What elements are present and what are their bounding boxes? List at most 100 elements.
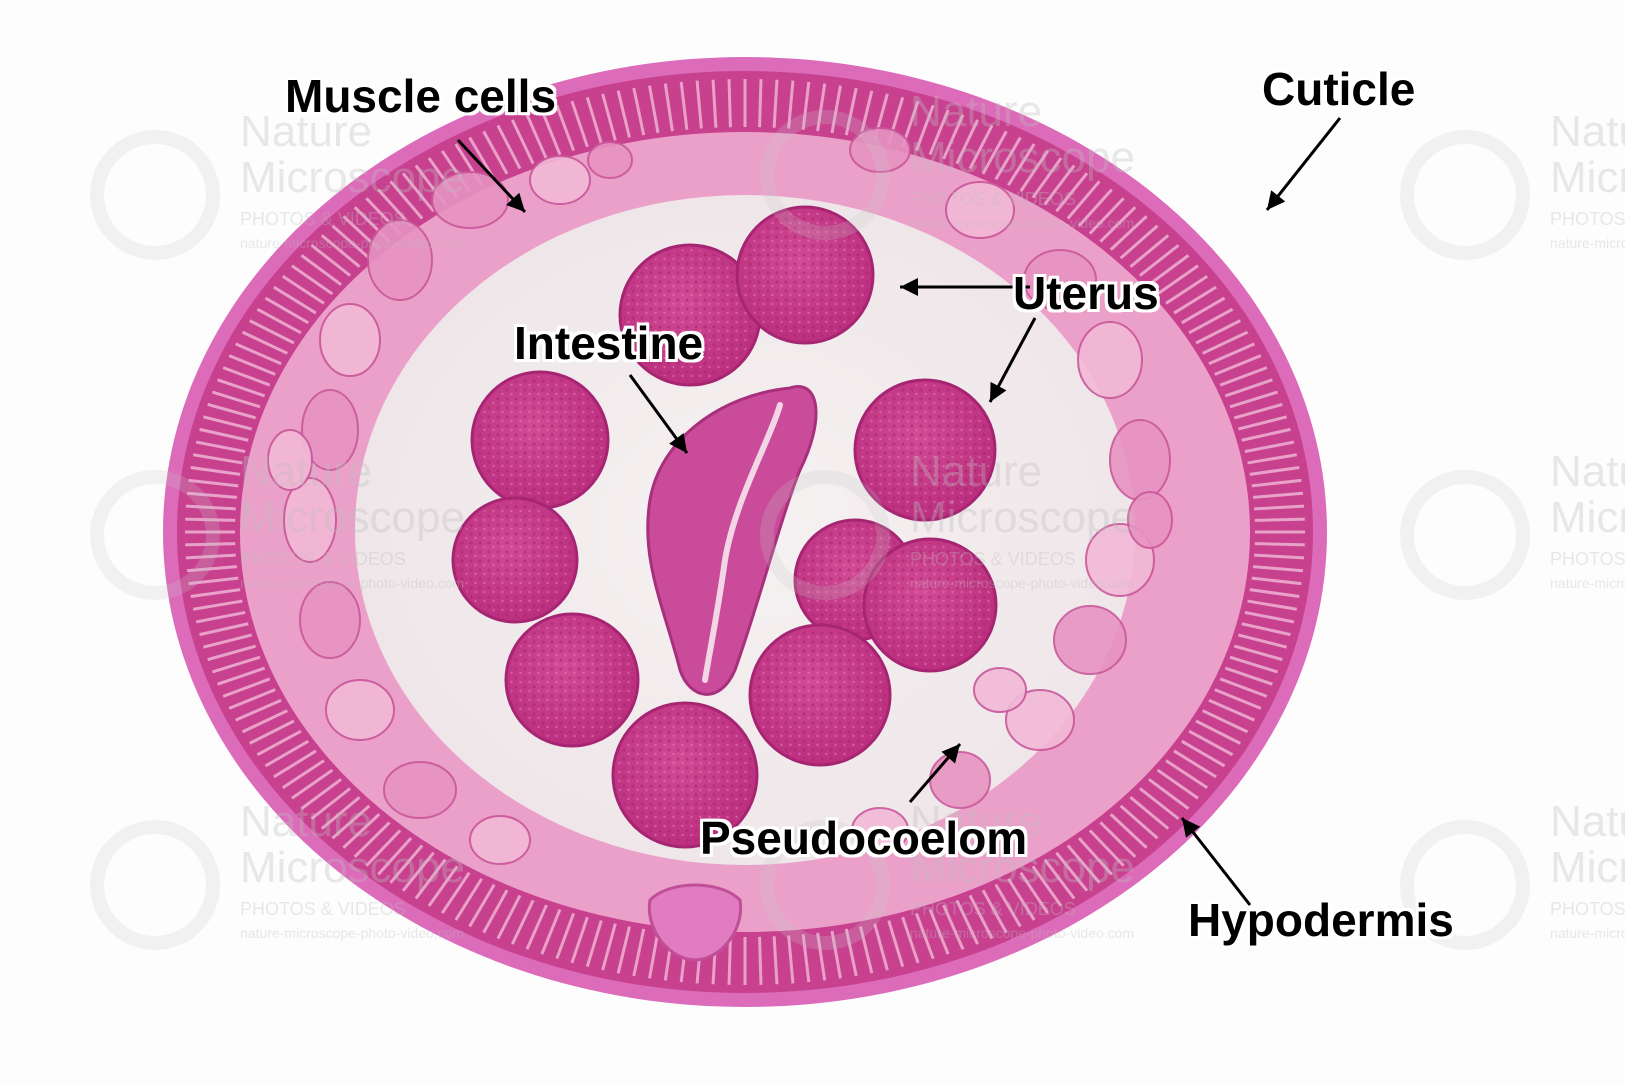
striation-line [256, 729, 302, 757]
uterus-cell-texture [617, 707, 753, 843]
striation-line [217, 666, 266, 686]
striation-line [787, 935, 795, 984]
watermark-logo-icon [90, 820, 220, 950]
striation-line [427, 865, 459, 907]
striation-line [1237, 415, 1287, 431]
muscle-cell-body [431, 171, 509, 229]
striation-line [1214, 688, 1262, 710]
striation-line [525, 904, 548, 950]
uterus-cell-texture [741, 211, 869, 339]
striation-line [249, 719, 295, 745]
striation-line [1066, 180, 1101, 220]
striation-line [207, 644, 257, 662]
muscle-cell-body [367, 219, 433, 301]
uterus-cell-texture [859, 384, 991, 516]
striation-line [1202, 709, 1249, 734]
striation-line [1254, 517, 1305, 522]
striation-line [981, 889, 1008, 934]
striation-line [241, 330, 288, 355]
watermark-logo-icon [760, 470, 890, 600]
watermark-text: Nature [1550, 450, 1625, 494]
striation-line [482, 130, 509, 175]
striation-line [211, 655, 261, 674]
striation-line [1147, 254, 1190, 286]
striation-line [1055, 851, 1089, 892]
striation-line [291, 264, 334, 296]
striation-line [758, 936, 763, 985]
striation-line [540, 908, 562, 955]
muscle-cell-body [1077, 321, 1143, 399]
watermark-text: nature-microscope-photo-video.com [240, 575, 465, 591]
striation-line [1129, 234, 1170, 268]
striation-line [1138, 244, 1180, 277]
striation-line [300, 254, 343, 286]
striation-line [555, 104, 576, 152]
striation-line [901, 916, 920, 964]
striation-line [281, 759, 325, 789]
watermark-text: Microscope [1550, 846, 1625, 890]
muscle-cell-body [383, 761, 457, 819]
striation-line [955, 899, 979, 945]
striation-line [235, 698, 282, 722]
striation-line [482, 889, 509, 934]
striation-line [264, 739, 310, 768]
striation-line [496, 894, 522, 940]
striation-line [1088, 197, 1125, 235]
striation-line [727, 936, 732, 985]
striation-line [601, 923, 617, 971]
striation-line [758, 79, 763, 128]
striation-line [1208, 342, 1255, 366]
striation-line [1229, 655, 1279, 674]
striation-line [695, 80, 703, 129]
striation-line [203, 633, 253, 649]
striation-line [1188, 729, 1234, 757]
watermark-text: Nature [240, 797, 373, 846]
striation-line [353, 821, 391, 858]
arrow-head [669, 433, 687, 453]
hypodermis-label: Hypodermis [1188, 894, 1454, 946]
striation-line [1214, 354, 1262, 376]
muscle-cell-body [587, 141, 633, 179]
striation-line [188, 478, 239, 488]
striation-line [468, 883, 496, 928]
watermark-text: nature-microscope-photo-video.com [910, 925, 1135, 941]
intestine-label: Intestine [514, 317, 704, 369]
striation-line [190, 466, 241, 476]
striation-line [222, 366, 271, 387]
striation-line [1156, 264, 1199, 296]
striation-line [727, 79, 732, 128]
striation-line [711, 79, 718, 128]
striation-line [648, 85, 660, 134]
striation-line [648, 930, 660, 979]
striation-line [1219, 677, 1268, 698]
striation-line [281, 275, 325, 305]
striation-line [192, 599, 243, 611]
striation-line [1244, 440, 1295, 454]
striation-line [222, 677, 271, 698]
watermark-text: PHOTOS & VIDEOS [240, 899, 406, 919]
striation-line [1237, 633, 1287, 649]
arrow-head [900, 278, 918, 296]
striation-line [1241, 622, 1291, 637]
watermark-text: nature-microscope-photo-video.com [1550, 576, 1625, 590]
muscle-cell-body [319, 303, 381, 377]
striation-line [1195, 719, 1241, 745]
striation-line [273, 285, 317, 315]
striation-line [1233, 402, 1283, 420]
watermark-text: Microscope [240, 153, 465, 202]
striation-line [331, 224, 371, 260]
watermark-text: nature-microscope-photo-video.com [1550, 926, 1625, 940]
striation-line [1147, 778, 1190, 810]
striation-line [585, 96, 603, 144]
watermark-text: nature-microscope-photo-video.com [910, 575, 1135, 591]
striation-line [873, 923, 889, 971]
intestine-lumen [702, 402, 783, 683]
striation-line [555, 912, 576, 960]
striation-line [1019, 150, 1050, 193]
striation-line [377, 837, 413, 876]
striation-line [1019, 871, 1050, 914]
striation-line [772, 936, 779, 985]
muscle-cell-body [1053, 605, 1127, 675]
watermark-text: nature-microscope-photo-video.com [240, 235, 465, 251]
striation-line [1251, 478, 1302, 488]
